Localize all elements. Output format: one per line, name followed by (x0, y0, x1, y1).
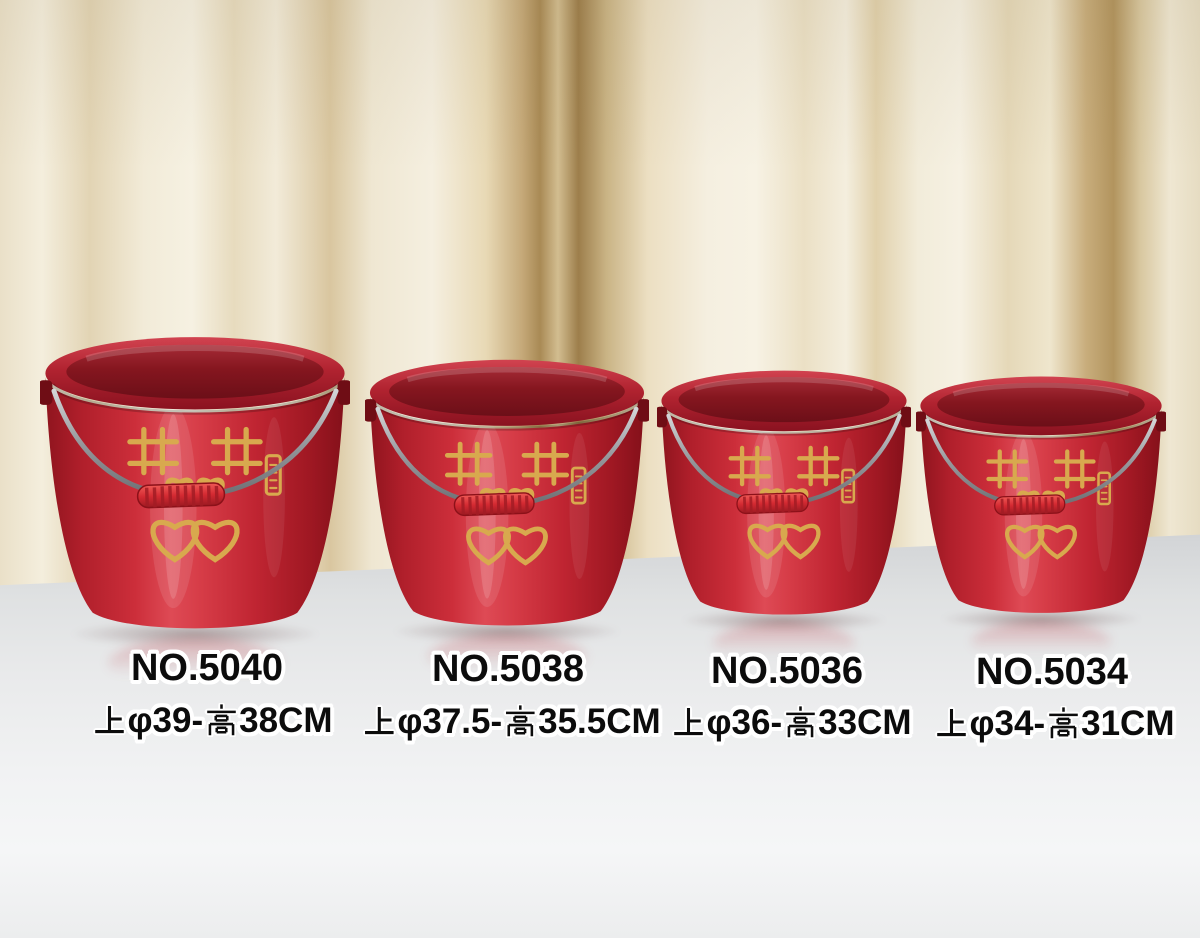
spec-diameter: φ39- (127, 701, 204, 740)
red-bucket-graphic (916, 374, 1166, 624)
bucket-floor-reflection (108, 638, 282, 689)
spec-diameter: φ36- (706, 703, 783, 742)
bucket-no-5040 (40, 334, 350, 689)
size-spec-3: φ36- 33CM (671, 703, 912, 742)
glyph-shang-icon (935, 706, 969, 740)
glyph-gao-icon (503, 704, 537, 738)
model-number-3: NO.5036 (710, 650, 864, 692)
model-number-2: NO.5038 (431, 648, 585, 690)
spec-height: 38CM (239, 701, 333, 740)
bucket-shadow (936, 607, 1146, 630)
bucket-no-5038 (365, 357, 649, 681)
size-spec-4: φ34- 31CM (934, 704, 1175, 743)
bucket-floor-reflection (712, 623, 856, 665)
spec-diameter: φ34- (969, 704, 1046, 743)
spec-height: 35.5CM (538, 702, 661, 741)
bucket-no-5034 (916, 374, 1166, 662)
size-spec-1: φ39- 38CM (92, 701, 333, 740)
glyph-gao-icon (1046, 706, 1080, 740)
spec-diameter: φ37.5- (397, 702, 503, 741)
model-number-4: NO.5034 (975, 651, 1129, 693)
model-number-1: NO.5040 (130, 647, 284, 689)
bucket-floor-reflection (427, 635, 587, 681)
size-spec-2: φ37.5- 35.5CM (361, 702, 661, 741)
glyph-shang-icon (362, 704, 396, 738)
bucket-no-5036 (657, 368, 911, 665)
glyph-gao-icon (204, 703, 238, 737)
red-bucket-graphic (40, 334, 350, 642)
red-bucket-graphic (365, 357, 649, 638)
spec-height: 31CM (1081, 704, 1175, 743)
spec-height: 33CM (818, 703, 912, 742)
bucket-shadow (677, 608, 891, 632)
glyph-gao-icon (783, 705, 817, 739)
glyph-shang-icon (672, 705, 706, 739)
bucket-floor-reflection (971, 621, 1111, 662)
glyph-shang-icon (93, 703, 127, 737)
red-bucket-graphic (657, 368, 911, 626)
